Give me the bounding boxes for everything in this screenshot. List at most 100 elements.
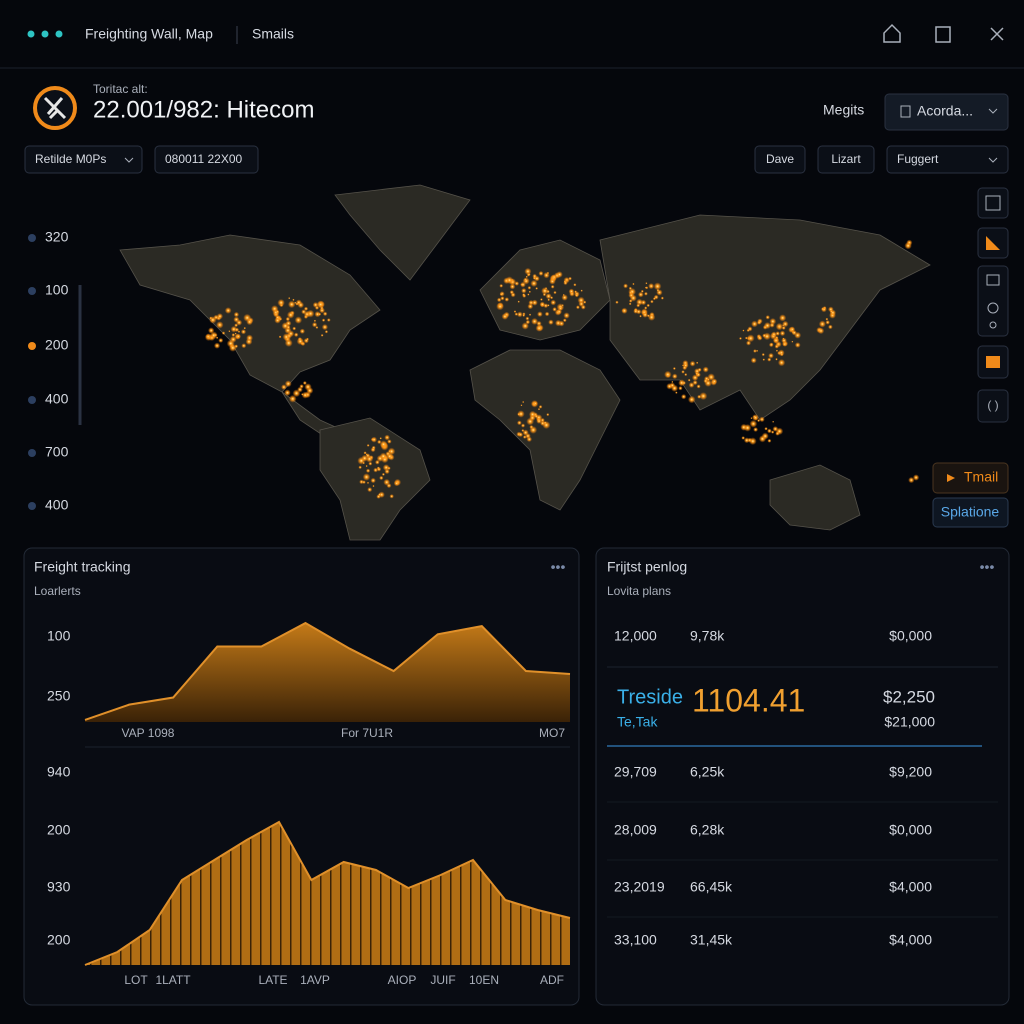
city-light: [381, 472, 385, 476]
filter-select[interactable]: [24, 145, 143, 174]
city-light: [499, 283, 504, 288]
button[interactable]: [817, 145, 875, 174]
city-light: [825, 320, 830, 325]
cell: 6,28k: [690, 822, 725, 838]
home-icon[interactable]: [883, 23, 901, 43]
map-button[interactable]: [932, 497, 1009, 528]
button[interactable]: [754, 145, 806, 174]
city-light: [687, 378, 691, 382]
city-light: [517, 412, 521, 416]
legend-dot: [28, 342, 36, 350]
city-light: [209, 331, 218, 340]
panel-subtitle: Loarlerts: [34, 584, 81, 598]
city-light: [821, 307, 825, 311]
panel-subtitle: Lovita plans: [607, 584, 671, 598]
city-light: [363, 451, 367, 455]
tool-button[interactable]: [977, 265, 1009, 337]
city-light: [318, 312, 322, 316]
city-light: [561, 294, 568, 301]
city-light: [764, 427, 768, 431]
city-light: [371, 445, 376, 450]
city-light: [623, 283, 629, 289]
world-map: [119, 184, 931, 541]
city-light: [768, 352, 774, 359]
date-field[interactable]: [154, 145, 259, 174]
city-light: [762, 333, 767, 338]
city-light: [234, 327, 240, 333]
dropdown[interactable]: [884, 93, 1009, 131]
city-light: [372, 484, 375, 488]
city-light: [358, 465, 362, 470]
city-light: [782, 337, 785, 340]
city-light: [321, 323, 329, 331]
city-light: [301, 393, 304, 396]
city-light: [574, 293, 579, 298]
city-light: [753, 415, 756, 419]
city-light: [367, 487, 373, 493]
north-america: [119, 234, 381, 393]
x-label: LOT: [124, 973, 148, 987]
city-light: [553, 290, 557, 295]
legend-label: 320: [45, 229, 69, 245]
legend-dot: [28, 396, 36, 404]
tab[interactable]: Smails: [252, 26, 294, 42]
icon: [986, 236, 1000, 250]
cell: 28,009: [614, 822, 657, 838]
logo-mark: [43, 96, 67, 120]
tool-button[interactable]: [977, 389, 1009, 423]
city-light: [791, 340, 794, 343]
city-light: [277, 298, 285, 307]
city-light: [224, 307, 232, 314]
city-light: [362, 461, 365, 465]
map-button-text: Tmail: [964, 469, 998, 485]
city-light: [778, 314, 787, 322]
city-light: [365, 468, 371, 473]
close-icon[interactable]: [990, 27, 1004, 41]
highlight-amount: $2,250: [883, 687, 935, 706]
date-text: 080011 22X00: [165, 152, 243, 166]
menu-dots[interactable]: •••: [980, 559, 995, 575]
city-light: [660, 296, 664, 300]
city-light: [699, 392, 708, 401]
city-light: [551, 274, 557, 280]
city-light: [538, 405, 543, 409]
icon: [985, 195, 1001, 211]
city-light: [520, 281, 526, 288]
city-light: [370, 477, 376, 484]
city-light: [538, 270, 544, 276]
city-light: [524, 267, 532, 275]
tool-column: ( ): [977, 187, 1009, 423]
city-light: [378, 493, 382, 497]
city-light: [326, 318, 331, 322]
city-light: [781, 325, 786, 330]
city-light: [552, 307, 557, 312]
city-light: [379, 440, 388, 449]
city-light: [632, 282, 635, 286]
city-light: [296, 337, 304, 345]
city-light: [769, 317, 777, 325]
city-light: [682, 362, 689, 369]
city-light: [379, 437, 382, 440]
city-light: [213, 342, 221, 349]
city-light: [518, 432, 524, 438]
city-light: [229, 336, 237, 343]
city-light: [771, 331, 777, 338]
city-light: [299, 384, 304, 389]
city-light: [535, 287, 539, 290]
window-icon[interactable]: [935, 26, 951, 43]
map-button[interactable]: [932, 462, 1009, 494]
city-light: [636, 309, 642, 315]
menu-dots[interactable]: •••: [551, 559, 566, 575]
city-light: [778, 326, 781, 329]
city-light: [513, 310, 517, 313]
city-light: [647, 313, 656, 321]
sort-select[interactable]: [886, 145, 1009, 174]
city-light: [749, 419, 758, 428]
city-light: [496, 302, 505, 311]
sort-text: Fuggert: [897, 152, 939, 166]
tool-button[interactable]: [977, 187, 1009, 219]
legend-label: 100: [45, 282, 69, 298]
city-light: [306, 337, 309, 341]
header-title: 22.001/982: Hitecom: [93, 96, 314, 123]
city-light: [741, 436, 746, 440]
